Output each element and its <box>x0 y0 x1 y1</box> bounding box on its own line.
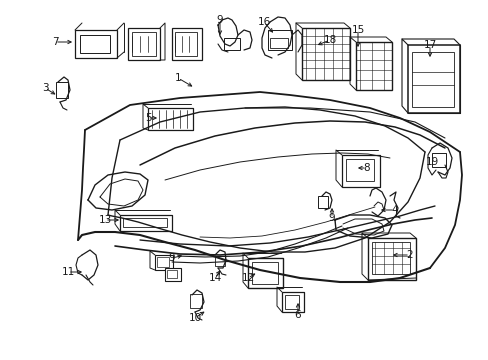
Bar <box>120 215 172 231</box>
Text: 4: 4 <box>391 205 398 215</box>
Bar <box>269 38 287 48</box>
Text: 9: 9 <box>328 213 335 223</box>
Text: 3: 3 <box>41 83 48 93</box>
Bar <box>371 242 409 274</box>
Text: 1: 1 <box>174 73 181 83</box>
Bar <box>190 294 202 308</box>
Bar <box>251 262 278 284</box>
Bar <box>431 153 445 167</box>
Text: 13: 13 <box>98 215 111 225</box>
Text: 9: 9 <box>168 253 175 263</box>
Text: 15: 15 <box>351 25 364 35</box>
Text: 9: 9 <box>216 15 223 25</box>
Bar <box>224 38 240 50</box>
Bar <box>123 218 167 227</box>
Bar <box>128 28 160 60</box>
Text: 12: 12 <box>241 273 254 283</box>
Bar <box>175 32 197 56</box>
Bar <box>346 159 373 181</box>
Bar <box>148 108 193 130</box>
Bar <box>215 256 224 266</box>
Text: 17: 17 <box>423 40 436 50</box>
Bar <box>407 45 459 113</box>
Bar <box>164 268 181 281</box>
Text: 11: 11 <box>61 267 75 277</box>
Text: 2: 2 <box>406 250 412 260</box>
Text: 14: 14 <box>208 273 221 283</box>
Text: 10: 10 <box>188 313 201 323</box>
Bar <box>172 28 202 60</box>
Bar <box>285 295 298 309</box>
Bar <box>411 52 453 107</box>
Bar <box>367 238 415 280</box>
Bar <box>355 42 391 90</box>
Bar <box>341 155 379 187</box>
Bar <box>56 82 68 98</box>
Bar <box>155 255 173 270</box>
Bar <box>282 292 304 312</box>
Bar <box>80 35 110 53</box>
Bar <box>75 30 117 58</box>
Text: 5: 5 <box>144 113 151 123</box>
Bar <box>167 270 177 278</box>
Bar <box>132 32 156 56</box>
Text: 16: 16 <box>257 17 270 27</box>
Text: 18: 18 <box>323 35 336 45</box>
Text: 7: 7 <box>52 37 58 47</box>
Text: 19: 19 <box>425 157 438 167</box>
Bar <box>317 196 327 208</box>
Text: 8: 8 <box>363 163 369 173</box>
Bar <box>247 258 283 288</box>
Bar <box>157 257 169 267</box>
Text: 6: 6 <box>294 310 301 320</box>
Bar <box>267 30 291 50</box>
Bar <box>302 28 349 80</box>
